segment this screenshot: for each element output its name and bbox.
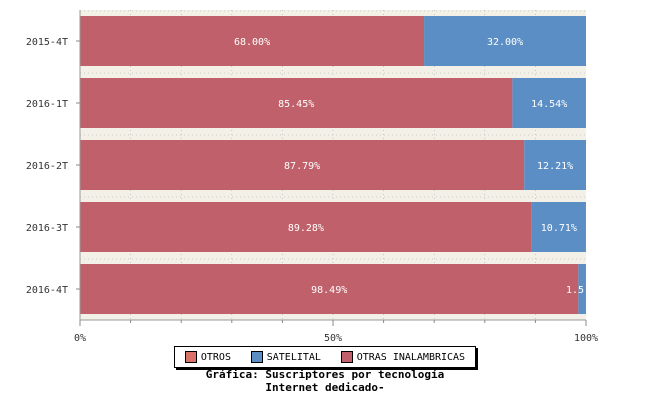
legend-item-satelital: SATELITAL: [250, 351, 321, 363]
data-label: 87.79%: [284, 161, 320, 172]
bar-satelital-2016-4T: [578, 264, 586, 314]
legend-swatch-otras-inalambricas: [340, 351, 353, 363]
data-label: 68.00%: [234, 37, 270, 48]
legend-item-otros: OTROS: [184, 351, 231, 363]
chart-title-line-2: Internet dedicado-: [265, 381, 385, 394]
category-label: 2015-4T: [26, 37, 68, 48]
legend-label-otros: OTROS: [200, 351, 231, 363]
bar-otras-inalambricas-2016-2T: [80, 140, 525, 190]
category-label: 2016-4T: [26, 285, 68, 296]
legend: OTROS SATELITAL OTRAS INALAMBRICAS: [174, 346, 476, 368]
legend-item-otras-inalambricas: OTRAS INALAMBRICAS: [340, 351, 466, 363]
data-label: 32.00%: [487, 37, 523, 48]
data-label: 14.54%: [531, 99, 567, 110]
data-label: 10.71%: [541, 223, 577, 234]
bar-satelital-2016-3T: [531, 202, 586, 252]
x-tick-label: 50%: [324, 333, 342, 344]
chart-title-line-1: Gráfica: Suscriptores por tecnología: [205, 368, 445, 381]
bar-otras-inalambricas-2016-3T: [80, 202, 532, 252]
bar-satelital-2015-4T: [424, 16, 586, 66]
category-label: 2016-3T: [26, 223, 68, 234]
data-label: 1.5: [566, 285, 584, 296]
bar-satelital-2016-2T: [524, 140, 586, 190]
data-label: 85.45%: [278, 99, 314, 110]
data-label: 12.21%: [537, 161, 573, 172]
x-tick-label: 0%: [74, 333, 86, 344]
legend-swatch-satelital: [250, 351, 263, 363]
legend-label-satelital: SATELITAL: [266, 351, 321, 363]
data-label: 98.49%: [311, 285, 347, 296]
category-label: 2016-1T: [26, 99, 68, 110]
bar-otras-inalambricas-2016-1T: [80, 78, 513, 128]
data-label: 89.28%: [288, 223, 324, 234]
legend-label-otras-inalambricas: OTRAS INALAMBRICAS: [356, 351, 466, 363]
legend-swatch-otros: [184, 351, 197, 363]
category-label: 2016-2T: [26, 161, 68, 172]
bar-otras-inalambricas-2016-4T: [80, 264, 579, 314]
bar-otras-inalambricas-2015-4T: [80, 16, 425, 66]
x-tick-label: 100%: [574, 333, 598, 344]
bar-satelital-2016-1T: [512, 78, 586, 128]
